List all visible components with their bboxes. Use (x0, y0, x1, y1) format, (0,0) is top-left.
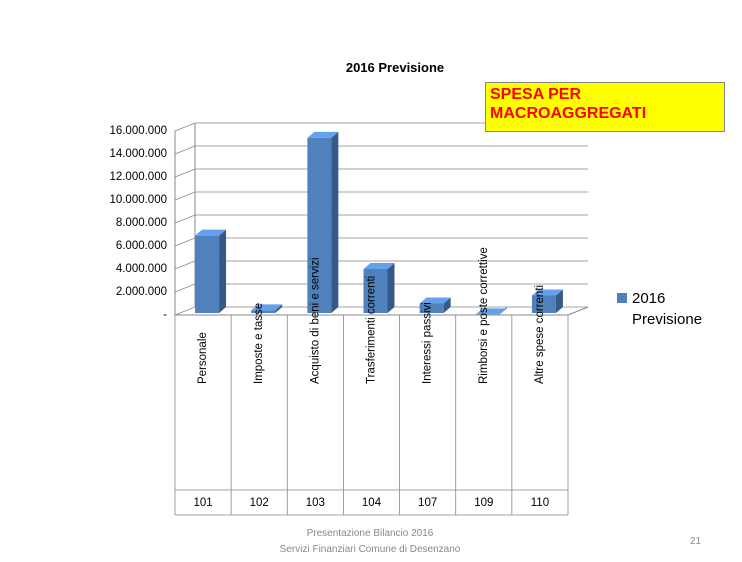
grid-line (174, 260, 588, 270)
bar (363, 263, 395, 313)
x-code-label: 102 (250, 497, 269, 509)
bar (475, 307, 507, 315)
bar-side (555, 289, 563, 313)
x-tick-label: Trasferimenti correnti (366, 276, 378, 384)
bar-top (531, 289, 563, 296)
chart-title: 2016 Previsione (345, 60, 445, 75)
y-tick-label: 16.000.000 (109, 125, 167, 137)
grid-line (174, 122, 588, 132)
x-code-label: 109 (474, 497, 493, 509)
bar-front (195, 235, 220, 313)
x-tick-label: Imposte e tasse (253, 303, 265, 384)
footer-line: Servizi Finanziari Comune di Desenzano (279, 544, 461, 555)
grid-line (174, 191, 588, 201)
bar-front (419, 303, 444, 313)
y-tick-label: 4.000.000 (116, 263, 167, 275)
bar-front (363, 269, 388, 313)
bar (251, 304, 283, 313)
y-tick-label: 2.000.000 (116, 286, 167, 298)
annotation: SPESA PER MACROAGGREGATI (485, 82, 725, 132)
y-tick-label: 12.000.000 (109, 171, 167, 183)
grid-line (174, 237, 588, 247)
x-tick-label: Acquisto di beni e servizi (309, 257, 321, 384)
bar-top (363, 263, 395, 269)
bar-top (251, 304, 283, 311)
axis (567, 306, 589, 316)
legend-label: 2016 Previsione (632, 290, 703, 328)
page-number: 21 (690, 536, 702, 547)
x-tick-label: Interessi passivi (422, 302, 434, 384)
bar-top (475, 308, 507, 315)
y-tick-label: 10.000.000 (109, 194, 167, 206)
bar-side (275, 304, 283, 313)
bar (419, 297, 451, 313)
bar-side (443, 297, 451, 313)
bar-top (307, 131, 339, 138)
bar-front (531, 295, 556, 313)
bar-side (219, 229, 227, 313)
x-code-label: 104 (362, 497, 382, 509)
y-tick-label: 14.000.000 (109, 148, 167, 160)
grid-line (174, 214, 588, 224)
x-code-label: 103 (306, 497, 325, 509)
bar (195, 229, 227, 313)
bar-side (387, 263, 395, 313)
grid-line (174, 168, 588, 178)
grid-line (174, 283, 588, 293)
x-tick-label: Personale (197, 332, 209, 384)
y-tick-label: 8.000.000 (116, 217, 167, 229)
grid-line (174, 306, 588, 316)
x-code-label: 110 (531, 497, 549, 509)
bar-front (307, 137, 332, 313)
x-tick-label: Rimborsi e poste correttive (478, 247, 490, 384)
footer-line: Presentazione Bilancio 2016 (306, 528, 434, 539)
y-tick-label: - (163, 309, 167, 321)
x-tick-label: Altre spese correnti (534, 285, 546, 384)
bar-top (195, 229, 227, 236)
x-code-label: 101 (193, 497, 212, 509)
bar-side (331, 131, 339, 313)
bar (307, 131, 339, 313)
grid-line (174, 145, 588, 155)
legend-swatch (617, 293, 627, 303)
bar-front (251, 310, 276, 313)
bar-top (419, 297, 451, 304)
x-code-label: 107 (418, 497, 437, 509)
bar (531, 289, 563, 313)
y-tick-label: 6.000.000 (116, 240, 167, 252)
